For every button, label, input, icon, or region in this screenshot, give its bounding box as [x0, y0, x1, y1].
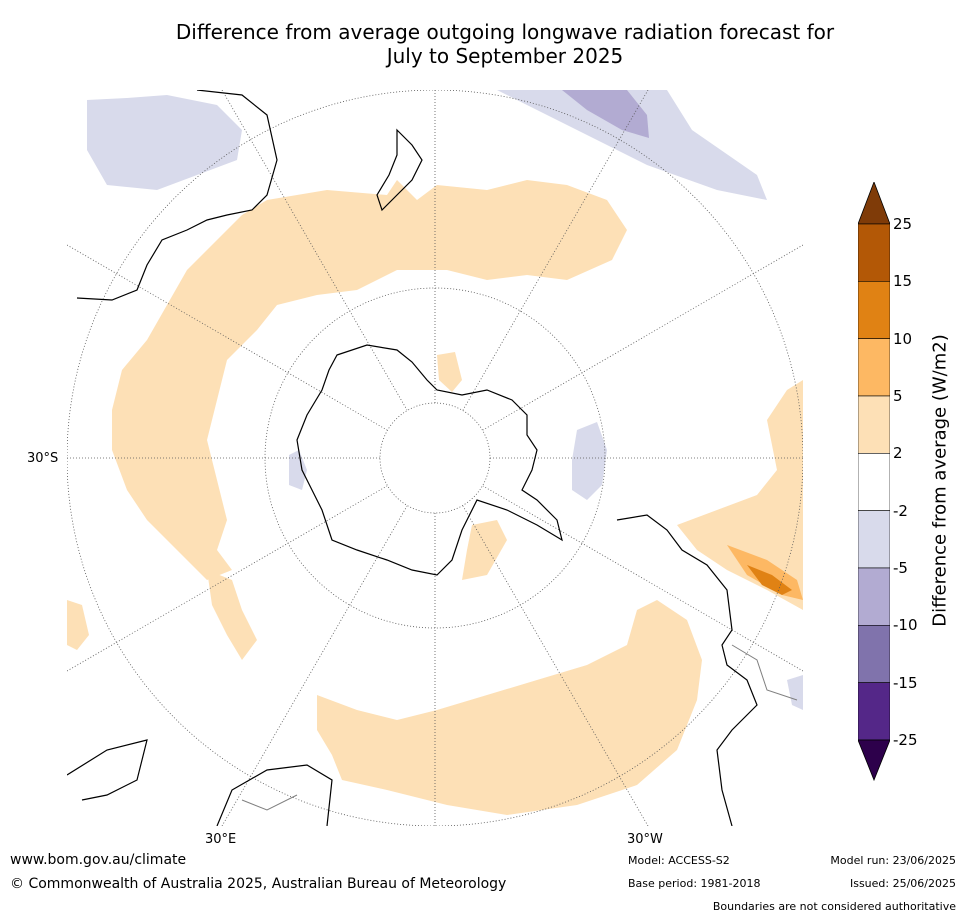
- title-line-2: July to September 2025: [386, 44, 624, 68]
- latitude-circle-inner: [379, 402, 491, 514]
- coastline-south-america: [616, 514, 758, 826]
- polar-map: [67, 90, 803, 826]
- colorbar-segment: [858, 625, 890, 683]
- footer-copyright: © Commonwealth of Australia 2025, Austra…: [10, 876, 507, 892]
- colorbar-tick-label: -5: [893, 558, 908, 577]
- anomaly-region-pos-ring-west: [112, 180, 627, 580]
- colorbar-segment: [858, 395, 890, 454]
- footer-issued: Issued: 25/06/2025: [849, 877, 956, 890]
- colorbar-under-arrow: [858, 739, 890, 782]
- border-south-america: [731, 644, 798, 701]
- chart-title: Difference from average outgoing longwav…: [60, 20, 950, 68]
- colorbar-segment: [858, 682, 890, 741]
- anomaly-region-pos-south-america: [677, 380, 803, 610]
- footer-model-run: Model run: 23/06/2025: [830, 854, 956, 867]
- negative-anomaly-regions: [87, 90, 803, 710]
- footer-website[interactable]: www.bom.gov.au/climate: [10, 852, 187, 868]
- anomaly-region-neg-far-right: [787, 675, 803, 710]
- colorbar-tick-label: 5: [893, 386, 903, 405]
- colorbar-tick-label: -2: [893, 501, 908, 520]
- colorbar-tick-label: -25: [893, 730, 918, 749]
- anomaly-region-neg-antarctic-edge: [289, 450, 307, 490]
- colorbar-tick-label: 25: [893, 215, 913, 233]
- colorbar: [858, 182, 890, 782]
- positive-anomaly-regions: [67, 180, 803, 815]
- colorbar-segment: [858, 453, 890, 511]
- colorbar-title: Difference from average (W/m2): [929, 334, 951, 627]
- coastlines: [67, 90, 758, 826]
- colorbar-tick-label: -10: [893, 616, 918, 635]
- anomaly-region-neg-southeast: [572, 422, 607, 500]
- anomaly-region-pos-antarctic-peninsula: [462, 520, 507, 580]
- coastline-australia: [76, 90, 278, 301]
- title-line-1: Difference from average outgoing longwav…: [175, 20, 835, 44]
- map-panel: [67, 90, 803, 826]
- colorbar-segments: [858, 223, 890, 741]
- colorbar-tick-label: 15: [893, 272, 913, 291]
- anomaly-region-pos-southeast-africa: [207, 570, 257, 660]
- coastline-new-zealand: [376, 128, 423, 212]
- footer-disclaimer: Boundaries are not considered authoritat…: [712, 900, 956, 913]
- colorbar-segment: [858, 338, 890, 397]
- country-borders: [241, 644, 798, 811]
- latitude-label: 30°S: [27, 451, 59, 466]
- coastline-antarctica: [296, 344, 563, 576]
- anomaly-region-neg-australia: [87, 95, 242, 190]
- coastline-africa: [67, 739, 148, 801]
- anomaly-region-neg-pacific-strong: [562, 90, 649, 138]
- footer-model: Model: ACCESS-S2: [628, 854, 730, 867]
- anomaly-region-pos-south-america-strong: [747, 565, 792, 595]
- longitude-label-east: 30°E: [205, 832, 237, 847]
- colorbar-over-arrow: [858, 182, 890, 225]
- colorbar-segment: [858, 510, 890, 569]
- anomaly-region-pos-ring-south: [317, 600, 702, 815]
- colorbar-segment: [858, 567, 890, 626]
- colorbar-segment: [858, 223, 890, 282]
- border-south-africa: [241, 794, 298, 811]
- colorbar-tick-label: -15: [893, 673, 918, 692]
- longitude-label-west: 30°W: [627, 832, 663, 847]
- coastline-africa-south: [216, 764, 333, 826]
- footer-base-period: Base period: 1981-2018: [628, 877, 761, 890]
- anomaly-region-neg-pacific: [497, 90, 767, 200]
- graticule: [67, 90, 803, 826]
- anomaly-region-pos-ross-sea: [437, 352, 462, 392]
- anomaly-region-pos-west-africa: [67, 600, 89, 650]
- colorbar-tick-label: 2: [893, 444, 903, 463]
- colorbar-segment: [858, 281, 890, 339]
- colorbar-tick-label: 10: [893, 329, 913, 348]
